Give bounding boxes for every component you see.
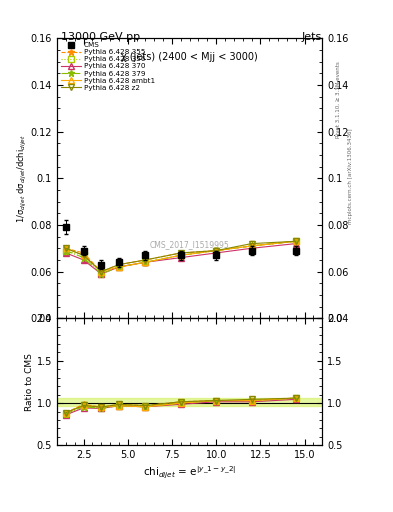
- Text: mcplots.cern.ch [arXiv:1306.3436]: mcplots.cern.ch [arXiv:1306.3436]: [348, 128, 353, 224]
- Legend: CMS, Pythia 6.428 355, Pythia 6.428 356, Pythia 6.428 370, Pythia 6.428 379, Pyt: CMS, Pythia 6.428 355, Pythia 6.428 356,…: [59, 40, 156, 92]
- Bar: [57, 398, 322, 407]
- Text: 13000 GeV pp: 13000 GeV pp: [61, 32, 140, 42]
- Y-axis label: Ratio to CMS: Ratio to CMS: [25, 353, 34, 411]
- Text: Jets: Jets: [301, 32, 321, 42]
- Text: χ (jets) (2400 < Mjj < 3000): χ (jets) (2400 < Mjj < 3000): [121, 52, 258, 62]
- Y-axis label: 1/σ$_{dijet}$ dσ$_{dijet}$/dchi$_{dijet}$: 1/σ$_{dijet}$ dσ$_{dijet}$/dchi$_{dijet}…: [16, 134, 29, 223]
- Text: CMS_2017_I1519995: CMS_2017_I1519995: [150, 240, 230, 249]
- Text: Rivet 3.1.10, ≥ 3.3M events: Rivet 3.1.10, ≥ 3.3M events: [336, 61, 341, 138]
- X-axis label: chi$_{dijet}$ = e$^{|y\_1-y\_2|}$: chi$_{dijet}$ = e$^{|y\_1-y\_2|}$: [143, 464, 236, 481]
